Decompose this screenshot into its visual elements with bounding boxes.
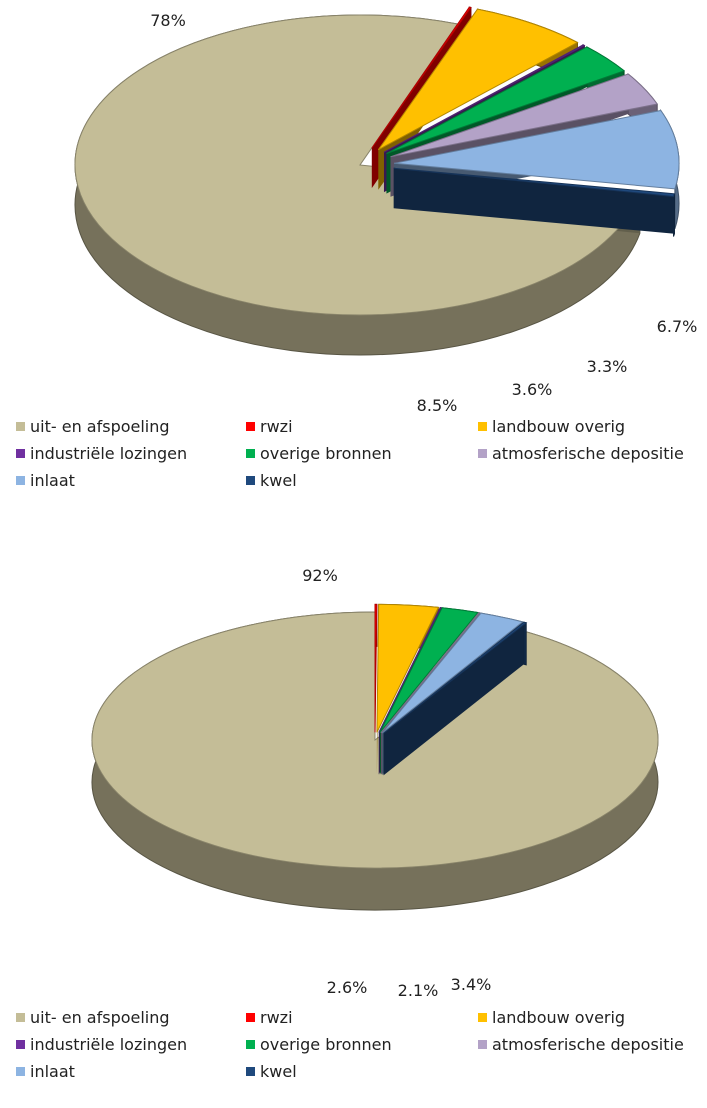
slice-top-atmosferische-depositie (390, 73, 659, 158)
legend-item-atmosferische-depositie: atmosferische depositie (478, 444, 684, 463)
legend-label: industriële lozingen (30, 444, 187, 463)
data-label-atmosferische-depositie: 3.6% (512, 380, 553, 399)
legend-swatch (246, 1040, 255, 1049)
legend-item-inlaat: inlaat (16, 1062, 75, 1081)
slice-side-kwel (523, 621, 527, 666)
data-label-inlaat: 8.5% (417, 396, 458, 415)
slice-top-kwel (383, 621, 528, 734)
legend-label: kwel (260, 1062, 297, 1081)
slice-top-uit-en-afspoeling (74, 14, 641, 316)
slice-top-industriele-lozingen (378, 607, 442, 733)
legend-label: atmosferische depositie (492, 1035, 684, 1054)
legend-swatch (246, 449, 255, 458)
slice-face-kwel (393, 168, 675, 234)
slice-kwel (393, 167, 676, 237)
legend-label: inlaat (30, 1062, 75, 1081)
legend-2: uit- en afspoeling rwzi landbouw overig ind… (16, 1008, 684, 1081)
slice-top-inlaat (381, 612, 524, 734)
slice-face-kwel (383, 622, 524, 776)
legend-label: rwzi (260, 1008, 293, 1027)
legend-label: landbouw overig (492, 417, 625, 436)
legend-swatch (478, 1013, 487, 1022)
legend-swatch (16, 1067, 25, 1076)
data-label-uit-en-afspoeling: 78% (150, 11, 186, 30)
legend-swatch (246, 1013, 255, 1022)
legend-item-industriele-lozingen: industriële lozingen (16, 444, 187, 463)
data-label-overige-bronnen: 3.3% (587, 357, 628, 376)
data-label-landbouw-overig: 6.7% (657, 317, 698, 336)
slice-top-atmosferische-depositie (380, 612, 481, 734)
legend-item-overige-bronnen: overige bronnen (246, 1035, 392, 1054)
slice-top-overige-bronnen (379, 607, 479, 733)
legend-item-landbouw-overig: landbouw overig (478, 1008, 625, 1027)
legend-swatch (246, 422, 255, 431)
legend-item-rwzi: rwzi (246, 1008, 293, 1027)
slice-top-kwel (393, 167, 676, 198)
legend-1: uit- en afspoeling rwzi landbouw overig ind… (16, 417, 684, 490)
legend-swatch (478, 1040, 487, 1049)
legend-item-landbouw-overig: landbouw overig (478, 417, 625, 436)
legend-label: inlaat (30, 471, 75, 490)
legend-swatch (16, 422, 25, 431)
legend-swatch (478, 449, 487, 458)
slice-top-landbouw-overig (377, 8, 579, 151)
legend-label: uit- en afspoeling (30, 1008, 170, 1027)
slice-top-uit-en-afspoeling (91, 611, 659, 869)
slice-top-inlaat (393, 109, 680, 190)
slice-top-rwzi (374, 603, 378, 733)
legend-label: overige bronnen (260, 1035, 392, 1054)
legend-swatch (246, 476, 255, 485)
legend-swatch (16, 1040, 25, 1049)
legend-label: atmosferische depositie (492, 444, 684, 463)
legend-item-uit-en-afspoeling: uit- en afspoeling (16, 1008, 170, 1027)
legend-label: overige bronnen (260, 444, 392, 463)
legend-swatch (478, 422, 487, 431)
slice-kwel (383, 621, 528, 776)
data-label-uit-en-afspoeling: 92% (302, 566, 338, 585)
legend-swatch (16, 1013, 25, 1022)
slice-landbouw-overig (376, 603, 440, 775)
legend-label: landbouw overig (492, 1008, 625, 1027)
legend-label: uit- en afspoeling (30, 417, 170, 436)
slice-rwzi (374, 603, 378, 733)
legend-item-inlaat: inlaat (16, 471, 75, 490)
pie-chart-2: 92% 3.4% 2.1% 2.6% (91, 566, 659, 1000)
slice-top-landbouw-overig (376, 603, 440, 733)
legend-item-atmosferische-depositie: atmosferische depositie (478, 1035, 684, 1054)
data-label-inlaat: 2.6% (327, 978, 368, 997)
legend-label: industriële lozingen (30, 1035, 187, 1054)
slice-top-industriele-lozingen (383, 44, 586, 153)
data-label-overige-bronnen: 2.1% (398, 981, 439, 1000)
slice-top-rwzi (371, 6, 472, 149)
legend-swatch (16, 449, 25, 458)
legend-item-kwel: kwel (246, 1062, 297, 1081)
legend-label: kwel (260, 471, 297, 490)
legend-item-uit-en-afspoeling: uit- en afspoeling (16, 417, 170, 436)
legend-item-rwzi: rwzi (246, 417, 293, 436)
pie-chart-1: 78% 6.7% 3.3% 3.6% 8.5% (74, 6, 698, 415)
legend-item-kwel: kwel (246, 471, 297, 490)
legend-item-industriele-lozingen: industriële lozingen (16, 1035, 187, 1054)
slice-top-overige-bronnen (386, 46, 626, 155)
legend-swatch (16, 476, 25, 485)
legend-label: rwzi (260, 417, 293, 436)
legend-item-overige-bronnen: overige bronnen (246, 444, 392, 463)
legend-swatch (246, 1067, 255, 1076)
data-label-landbouw-overig: 3.4% (451, 975, 492, 994)
